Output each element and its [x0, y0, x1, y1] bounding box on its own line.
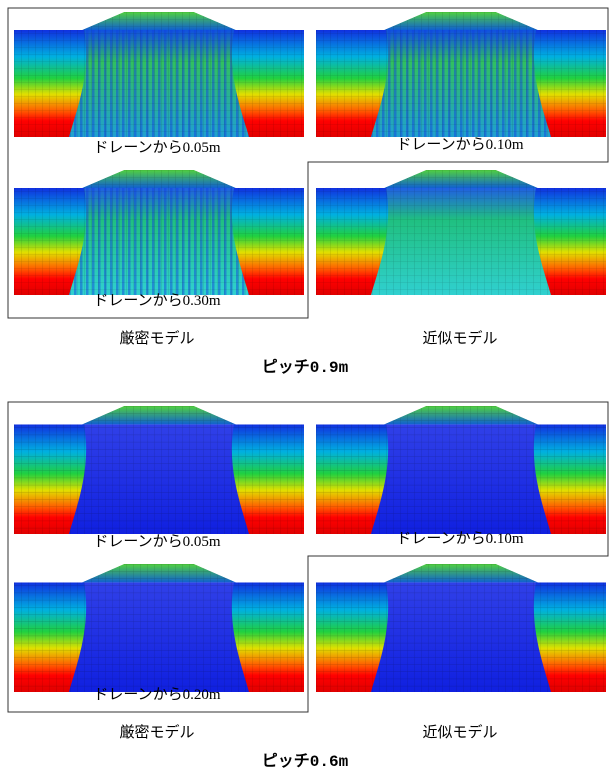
contour-panel [316, 170, 606, 295]
exact-model-label: 厳密モデル [119, 329, 194, 347]
panel-caption: ドレーンから0.20m [93, 686, 221, 703]
contour-panel [14, 406, 304, 534]
mesh [14, 564, 304, 692]
panel-caption: ドレーンから0.05m [93, 139, 221, 156]
contour-panel [316, 12, 606, 137]
contour-panel [316, 406, 606, 534]
pitch-label: ピッチ0.6m [262, 752, 349, 771]
panel-caption: ドレーンから0.10m [396, 136, 524, 153]
contour-panel [316, 564, 606, 692]
approx-model-label: 近似モデル [422, 329, 497, 347]
figure: ドレーンから0.05mドレーンから0.10mドレーンから0.30m厳密モデル近似… [0, 0, 610, 774]
contour-panel [14, 170, 304, 295]
mesh [316, 406, 606, 534]
approx-model-label: 近似モデル [422, 723, 497, 741]
contour-panel [14, 564, 304, 692]
contour-panel [14, 12, 304, 137]
mesh [316, 12, 606, 137]
panel-caption: ドレーンから0.05m [93, 533, 221, 550]
mesh [14, 170, 304, 295]
mesh [316, 170, 606, 295]
mesh [14, 406, 304, 534]
panel-caption: ドレーンから0.10m [396, 530, 524, 547]
panel-caption: ドレーンから0.30m [93, 292, 221, 309]
exact-model-label: 厳密モデル [119, 723, 194, 741]
mesh [316, 564, 606, 692]
pitch-label: ピッチ0.9m [262, 358, 349, 377]
mesh [14, 12, 304, 137]
